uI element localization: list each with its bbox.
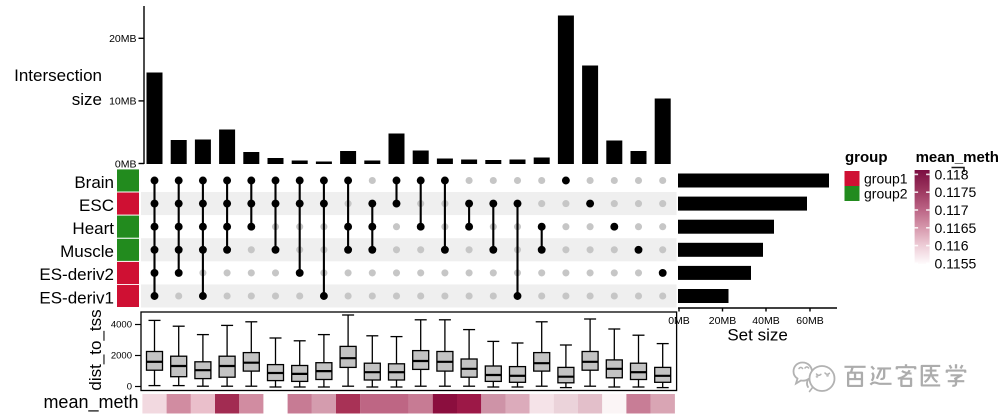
svg-text:40MB: 40MB: [752, 315, 779, 327]
svg-text:ES-deriv1: ES-deriv1: [39, 288, 114, 307]
svg-text:4000: 4000: [111, 320, 132, 331]
svg-text:60MB: 60MB: [796, 315, 823, 327]
svg-text:0.116: 0.116: [935, 238, 969, 254]
svg-text:ESC: ESC: [79, 196, 114, 215]
svg-text:ES-deriv2: ES-deriv2: [39, 265, 114, 284]
svg-text:Set size: Set size: [727, 326, 787, 345]
svg-text:0MB: 0MB: [668, 315, 690, 327]
svg-text:group: group: [845, 149, 888, 166]
svg-text:20MB: 20MB: [709, 315, 736, 327]
svg-text:size: size: [72, 90, 102, 109]
svg-text:Muscle: Muscle: [60, 242, 114, 261]
svg-text:group1: group1: [864, 171, 908, 187]
svg-text:mean_meth: mean_meth: [916, 149, 999, 166]
svg-text:Heart: Heart: [72, 219, 114, 238]
svg-text:Brain: Brain: [74, 173, 114, 192]
svg-text:0MB: 0MB: [115, 158, 137, 170]
svg-text:group2: group2: [864, 186, 908, 202]
svg-text:0.1175: 0.1175: [935, 184, 977, 200]
svg-text:dist_to_tss: dist_to_tss: [86, 309, 105, 390]
svg-text:0.117: 0.117: [935, 202, 969, 218]
svg-text:Intersection: Intersection: [14, 66, 102, 85]
svg-text:0.118: 0.118: [935, 166, 969, 182]
svg-text:10MB: 10MB: [109, 96, 136, 108]
svg-text:0.1155: 0.1155: [935, 255, 977, 271]
svg-text:0: 0: [127, 382, 132, 393]
svg-text:2000: 2000: [111, 351, 132, 362]
svg-text:0.1165: 0.1165: [935, 220, 977, 236]
svg-text:20MB: 20MB: [109, 33, 136, 45]
svg-text:mean_meth: mean_meth: [43, 392, 138, 413]
